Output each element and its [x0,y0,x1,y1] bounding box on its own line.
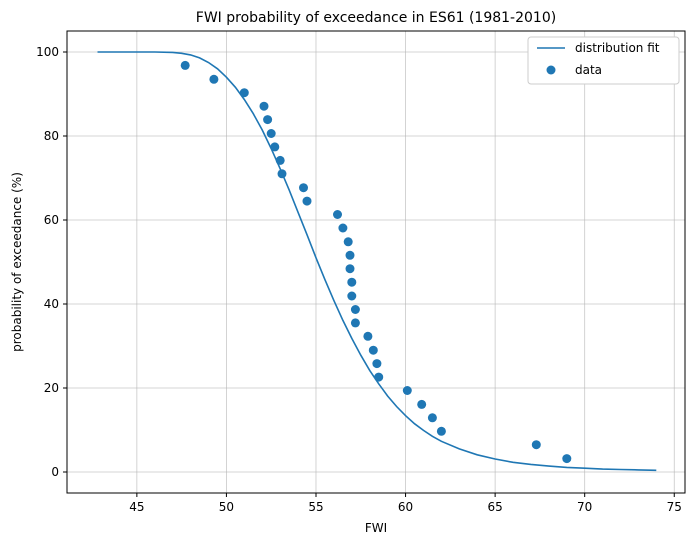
data-point [345,264,355,274]
plot-frame [66,30,686,494]
legend-marker-swatch [546,65,556,75]
x-tick-label: 55 [308,500,323,514]
y-axis-label: probability of exceedance (%) [10,172,24,352]
data-point [417,399,427,409]
data-point [345,250,355,260]
x-tick-label: 60 [398,500,413,514]
data-point [374,372,384,382]
legend-label-data: data [575,63,602,77]
data-point [363,331,373,341]
x-tick-label: 45 [129,500,144,514]
data-point [427,413,437,423]
data-point [333,210,342,219]
y-tick-label: 0 [51,465,59,479]
legend-box [527,36,680,85]
plot-series [97,51,657,472]
y-tick-label: 40 [44,297,59,311]
x-tick-label: 65 [487,500,502,514]
data-point [277,169,287,179]
y-tick-label: 80 [44,129,59,143]
data-point [259,101,269,111]
data-point [436,426,446,436]
distribution-fit-line [97,51,657,472]
legend-label-distribution-fit: distribution fit [575,41,660,55]
data-point [270,142,280,152]
data-point [299,183,308,193]
axis-ticks: 45 50 55 60 65 70 75 0 20 40 60 80 100 [36,45,682,514]
data-point [275,155,285,165]
x-tick-label: 75 [667,500,682,514]
data-point [302,196,312,206]
data-point [372,359,382,369]
data-point [209,74,219,84]
chart-title: FWI probability of exceedance in ES61 (1… [196,10,556,26]
data-point [263,115,273,125]
data-point [402,386,412,395]
data-point [338,223,348,233]
legend: distribution fit data [527,36,680,85]
data-point [562,454,572,464]
data-point [343,237,353,247]
data-point [347,291,357,301]
data-point [350,305,360,314]
data-point [239,88,249,98]
data-point [347,277,357,287]
x-tick-label: 70 [577,500,592,514]
data-point [180,60,190,70]
y-tick-label: 20 [44,381,59,395]
x-axis-label: FWI [365,521,387,535]
y-tick-label: 60 [44,213,59,227]
x-tick-label: 50 [219,500,234,514]
y-tick-label: 100 [36,45,59,59]
data-point [368,345,378,355]
data-point [350,318,360,328]
data-point [266,129,276,138]
grid-lines [67,31,685,493]
data-point [531,440,541,450]
